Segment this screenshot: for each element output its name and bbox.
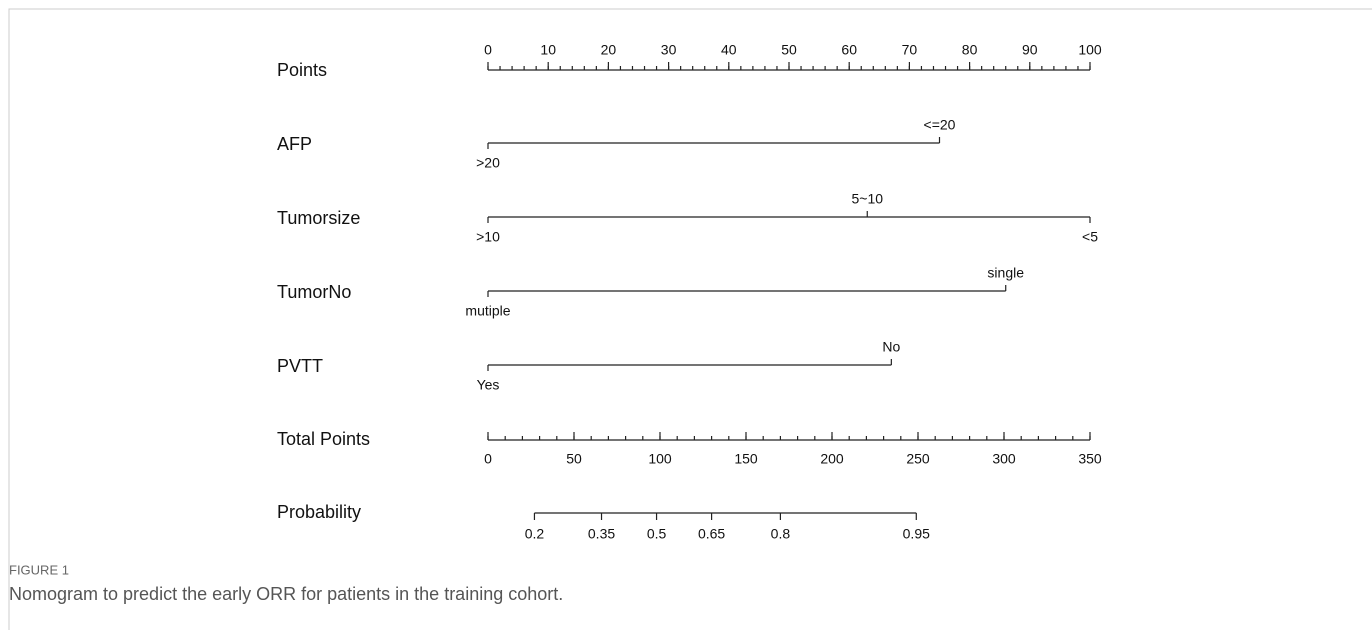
tick-label: 150 [734, 451, 758, 467]
level-label: Yes [477, 377, 500, 393]
level-label: mutiple [465, 303, 510, 319]
row-name: Points [277, 60, 327, 80]
tick-label: 300 [992, 451, 1016, 467]
figure-label: FIGURE 1 [9, 562, 69, 577]
tick-label: 100 [1078, 42, 1102, 58]
level-label: >10 [476, 229, 500, 245]
tick-label: 30 [661, 42, 677, 58]
tick-label: 0 [484, 42, 492, 58]
row-name: Total Points [277, 429, 370, 449]
level-label: >20 [476, 155, 500, 171]
row-name: PVTT [277, 356, 323, 376]
tick-label: 100 [648, 451, 672, 467]
tick-label: 200 [820, 451, 844, 467]
tick-label: 0.8 [771, 526, 791, 542]
tick-label: 0.5 [647, 526, 667, 542]
level-label: single [987, 265, 1024, 281]
tick-label: 10 [540, 42, 556, 58]
row-name: TumorNo [277, 282, 351, 302]
tick-label: 40 [721, 42, 737, 58]
tick-label: 80 [962, 42, 978, 58]
tick-label: 20 [601, 42, 617, 58]
row-name: Tumorsize [277, 208, 360, 228]
tick-label: 350 [1078, 451, 1102, 467]
frame [8, 8, 1372, 630]
tick-label: 250 [906, 451, 930, 467]
tick-label: 0.2 [525, 526, 545, 542]
figure-caption: Nomogram to predict the early ORR for pa… [9, 584, 563, 604]
row-name: AFP [277, 134, 312, 154]
tick-label: 0.65 [698, 526, 725, 542]
level-label: No [882, 339, 900, 355]
tick-label: 50 [781, 42, 797, 58]
level-label: <=20 [924, 117, 956, 133]
tick-label: 60 [841, 42, 857, 58]
tick-label: 0 [484, 451, 492, 467]
row-name: Probability [277, 502, 361, 522]
tick-label: 0.35 [588, 526, 615, 542]
tick-label: 50 [566, 451, 582, 467]
tick-label: 0.95 [903, 526, 930, 542]
tick-label: 70 [902, 42, 918, 58]
tick-label: 90 [1022, 42, 1038, 58]
level-label: 5~10 [851, 191, 883, 207]
level-label: <5 [1082, 229, 1098, 245]
